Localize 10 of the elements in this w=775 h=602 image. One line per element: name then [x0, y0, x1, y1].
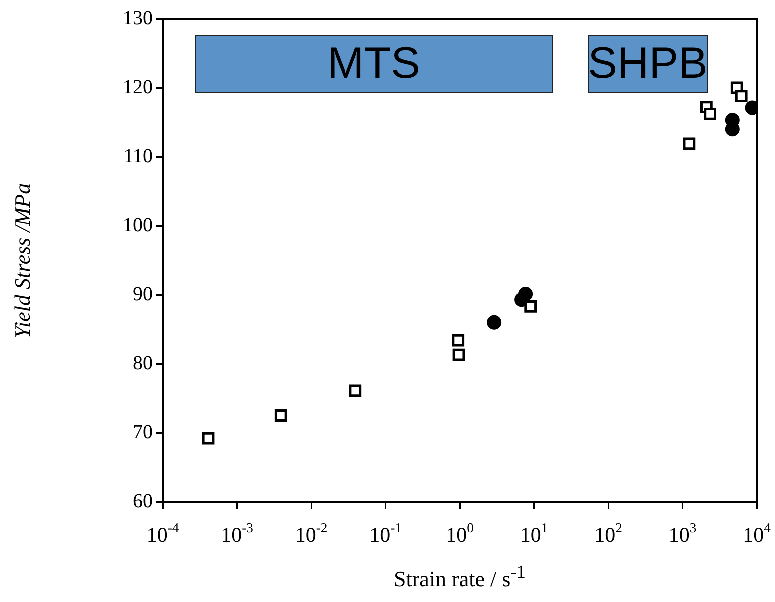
- x-axis-title: Strain rate / s$^{-1}$: [393, 562, 527, 592]
- y-tick-label: 120: [123, 76, 153, 98]
- y-tick-label: 130: [123, 7, 153, 30]
- y-tick-label: 110: [124, 145, 153, 168]
- y-tick-label: 100: [123, 214, 153, 236]
- y-tick-label: 90: [133, 283, 153, 306]
- y-tick-label: 70: [133, 421, 153, 444]
- y-tick-label: 60: [133, 490, 153, 512]
- y-tick-label: 80: [133, 352, 153, 374]
- y-axis-title: Yield Stress /MPa: [10, 182, 36, 341]
